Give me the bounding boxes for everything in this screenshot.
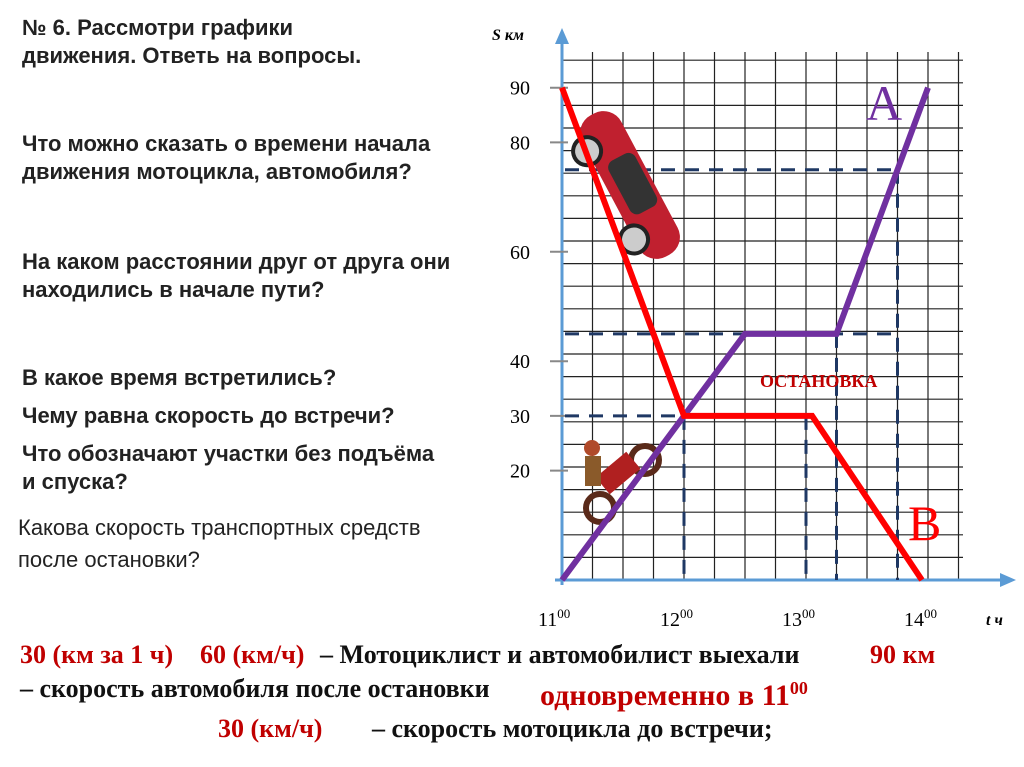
question-distance: На каком расстоянии друг от друга они на… [22,249,451,302]
y-axis-arrow [555,28,569,44]
y-tick-label: 80 [510,132,530,154]
y-tick-label: 40 [510,351,530,373]
y-tick-label: 60 [510,242,530,264]
x-axis-arrow [1000,573,1016,587]
question-after-stop: Какова скорость транспортных средств пос… [18,515,421,572]
answer-red-a: 30 (км за 1 ч) [20,640,174,669]
motorcycle-icon [583,440,662,525]
question-meeting: В какое время встретились? [22,365,337,390]
series-label-b: B [908,495,941,551]
question-speed: Чему равна скорость до встречи? [22,403,395,428]
series-label-a: A [866,75,902,131]
y-axis-label: S км [492,27,524,44]
answer-black-b: – скорость автомобиля после остановки [20,674,490,703]
series-line-a [559,86,931,582]
x-tick-label: 1100 [538,606,570,631]
simultaneous-text: одновременно в 11 [540,679,790,712]
answer-distance: 90 км [870,640,936,669]
question-start-time: Что можно сказать о времени начала движе… [22,131,431,184]
y-tick-label: 90 [510,78,530,100]
x-tick-label: 1200 [660,606,693,631]
stop-annotation: ОСТАНОВКА [760,371,877,391]
question-flat: Что обозначают участки без подъёма и спу… [22,441,435,494]
y-tick-label: 20 [510,461,530,483]
motion-chart: S км t ч 20 30 40 60 80 90 1100 1200 1300 1400 A B ОСТ… [492,27,1016,631]
answer-red-b: 60 (км/ч) [200,640,305,669]
x-tick-label: 1400 [904,606,937,631]
answer-moto-text: – скорость мотоцикла до встречи; [372,714,773,743]
x-tick-label: 1300 [782,606,815,631]
answer-simultaneous: одновременно в 1100 [540,671,808,713]
question-title: № 6. Рассмотри графики движения. Ответь … [22,15,362,68]
simultaneous-sup: 00 [789,678,808,698]
y-tick-label: 30 [510,406,530,428]
answer-moto-speed: 30 (км/ч) [218,714,323,743]
x-axis-label: t ч [986,612,1003,629]
answer-black-a: – Мотоциклист и автомобилист выехали [320,640,800,669]
series-line-b [559,86,925,582]
